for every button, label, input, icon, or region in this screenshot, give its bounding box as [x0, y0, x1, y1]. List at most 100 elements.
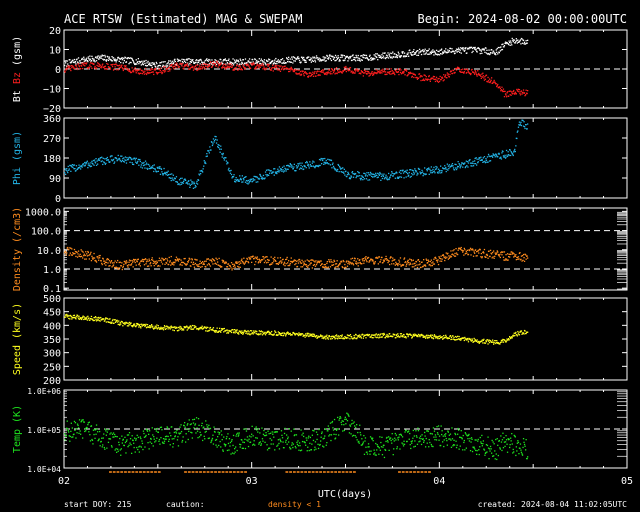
data-point	[269, 172, 271, 174]
data-point	[320, 264, 322, 267]
data-point	[194, 186, 196, 189]
data-point	[155, 66, 157, 68]
data-point	[471, 162, 474, 164]
data-point	[397, 54, 399, 57]
data-point	[208, 264, 210, 266]
data-point	[402, 172, 405, 174]
data-point	[369, 260, 371, 262]
data-point	[274, 168, 276, 170]
data-point	[67, 430, 69, 432]
data-point	[309, 262, 311, 264]
data-point	[423, 336, 425, 338]
data-point	[386, 55, 389, 57]
data-point	[120, 65, 122, 67]
data-point	[424, 48, 426, 50]
data-point	[430, 334, 432, 336]
data-point	[157, 66, 159, 68]
data-point	[310, 335, 312, 337]
data-point	[505, 96, 508, 98]
data-point	[206, 155, 208, 157]
data-point	[482, 49, 484, 51]
data-point	[80, 433, 82, 435]
data-point	[434, 52, 437, 54]
data-point	[405, 265, 407, 267]
data-point	[141, 69, 143, 71]
data-point	[99, 64, 101, 67]
data-point	[505, 258, 508, 260]
data-point	[389, 257, 391, 259]
data-point	[516, 256, 518, 259]
data-point	[423, 51, 425, 53]
data-point	[160, 167, 162, 170]
data-point	[249, 179, 251, 181]
data-point	[100, 67, 102, 69]
data-point	[213, 139, 216, 142]
data-point	[473, 47, 475, 49]
data-point	[458, 166, 460, 168]
data-point	[471, 68, 473, 71]
data-point	[122, 57, 124, 59]
data-point	[394, 73, 396, 76]
data-point	[482, 157, 484, 159]
data-point	[117, 154, 119, 157]
data-point	[482, 75, 484, 77]
data-point	[299, 262, 302, 264]
data-point	[427, 259, 429, 261]
data-point	[301, 56, 303, 58]
data-point	[365, 54, 368, 57]
data-point	[178, 327, 181, 329]
data-point	[179, 328, 182, 330]
data-point	[218, 146, 220, 149]
data-point	[518, 258, 520, 260]
data-point	[102, 63, 104, 65]
data-point	[139, 160, 141, 163]
data-point	[274, 64, 276, 66]
data-point	[81, 317, 83, 319]
data-point	[473, 251, 475, 253]
data-point	[312, 333, 314, 335]
data-point	[66, 65, 68, 67]
data-point	[312, 160, 314, 162]
data-point	[399, 176, 401, 178]
data-point	[95, 60, 98, 62]
data-point	[368, 75, 370, 77]
data-point	[499, 46, 501, 49]
data-point	[481, 76, 483, 78]
data-point	[176, 58, 179, 60]
data-point	[274, 171, 276, 173]
data-point	[171, 326, 173, 328]
data-point	[283, 261, 286, 263]
data-point	[267, 261, 269, 263]
data-point	[339, 263, 341, 265]
data-point	[513, 89, 515, 92]
data-point	[302, 335, 304, 337]
data-point	[212, 258, 215, 261]
data-point	[302, 59, 304, 61]
data-point	[193, 325, 195, 327]
data-point	[406, 333, 408, 335]
data-point	[515, 331, 517, 334]
data-point	[277, 168, 279, 170]
data-point	[419, 336, 421, 338]
data-point	[416, 335, 419, 337]
data-point	[105, 162, 107, 164]
data-point	[376, 256, 378, 258]
data-point	[409, 49, 411, 51]
data-point	[440, 53, 442, 55]
data-point	[434, 335, 436, 337]
data-point	[491, 49, 493, 51]
data-point	[152, 62, 154, 64]
data-point	[211, 65, 214, 67]
data-point	[134, 63, 136, 66]
data-point	[343, 69, 345, 71]
data-point	[69, 68, 71, 70]
data-point	[520, 258, 522, 260]
data-point	[175, 176, 178, 178]
data-point	[179, 177, 182, 180]
data-point	[179, 184, 181, 186]
data-point	[69, 435, 71, 438]
data-point	[121, 159, 123, 162]
data-point	[348, 263, 351, 265]
data-point	[446, 168, 448, 170]
data-point	[191, 181, 193, 183]
